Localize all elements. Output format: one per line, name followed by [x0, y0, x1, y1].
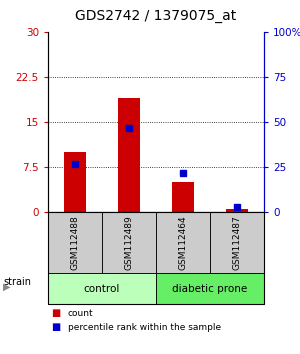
Text: GSM112487: GSM112487 — [232, 215, 242, 270]
Text: GSM112464: GSM112464 — [178, 215, 188, 270]
Text: ▶: ▶ — [3, 282, 10, 292]
Text: count: count — [68, 309, 93, 318]
Text: ■: ■ — [51, 308, 60, 318]
Text: diabetic prone: diabetic prone — [172, 284, 248, 293]
Bar — [226, 210, 248, 212]
Text: percentile rank within the sample: percentile rank within the sample — [68, 323, 220, 332]
Text: GSM112489: GSM112489 — [124, 215, 134, 270]
Bar — [118, 98, 140, 212]
Text: GDS2742 / 1379075_at: GDS2742 / 1379075_at — [75, 9, 237, 23]
Text: GSM112488: GSM112488 — [70, 215, 80, 270]
Text: ■: ■ — [51, 322, 60, 332]
Text: control: control — [84, 284, 120, 293]
Text: strain: strain — [3, 277, 31, 287]
Bar — [64, 152, 86, 212]
Bar — [172, 182, 194, 212]
